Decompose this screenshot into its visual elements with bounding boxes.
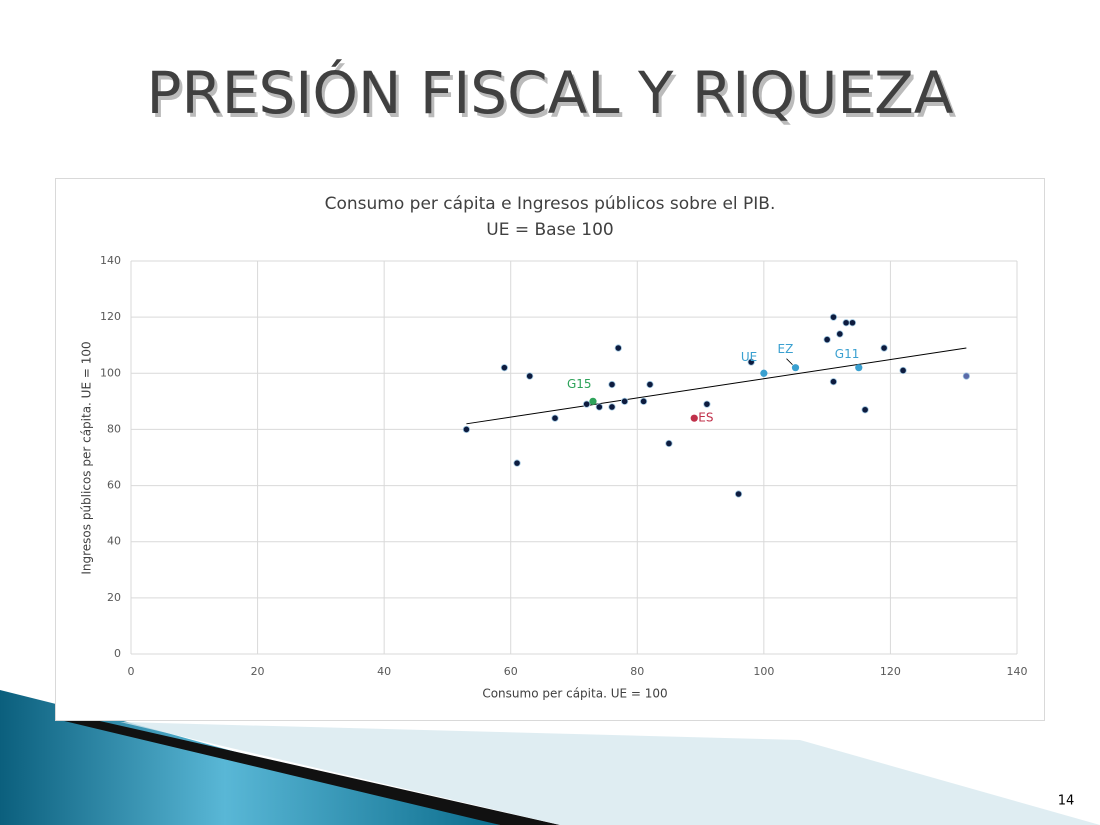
x-tick-label: 40	[377, 665, 391, 678]
x-tick-label: 80	[630, 665, 644, 678]
data-point	[962, 372, 970, 380]
y-tick-label: 100	[100, 366, 121, 379]
data-point	[880, 344, 888, 352]
leader-line	[786, 358, 793, 365]
x-tick-label: 0	[128, 665, 135, 678]
highlight-point	[690, 414, 698, 422]
data-point	[842, 319, 850, 327]
data-point	[899, 366, 907, 375]
x-tick-label: 140	[1007, 665, 1028, 678]
data-point	[462, 425, 471, 434]
point-label: G15	[567, 377, 592, 391]
decor-swoosh-light	[120, 722, 1100, 825]
y-axis-title: Ingresos públicos per cápita. UE = 100	[80, 341, 94, 574]
data-point	[829, 313, 838, 321]
data-point	[747, 358, 755, 366]
x-axis-title: Consumo per cápita. UE = 100	[482, 687, 667, 701]
highlight-point	[589, 397, 597, 405]
data-point	[861, 406, 869, 414]
x-tick-label: 60	[504, 665, 518, 678]
slide-title: PRESIÓN FISCAL Y RIQUEZA	[147, 58, 954, 127]
data-point	[836, 330, 844, 338]
point-label: EZ	[778, 342, 794, 356]
data-point	[646, 380, 654, 389]
highlight-point	[760, 369, 768, 377]
data-point	[640, 397, 648, 405]
y-tick-label: 120	[100, 310, 121, 323]
data-point	[583, 400, 591, 408]
data-point	[665, 439, 673, 448]
point-label: G11	[835, 347, 860, 361]
y-tick-label: 60	[107, 479, 121, 492]
x-tick-label: 20	[251, 665, 265, 678]
data-point	[608, 380, 616, 389]
highlight-point	[855, 364, 863, 372]
data-point	[848, 319, 857, 327]
chart-title: Consumo per cápita e Ingresos públicos s…	[325, 194, 776, 214]
data-point	[621, 397, 629, 405]
data-point	[595, 403, 603, 411]
decor-swoosh-dark	[60, 712, 560, 825]
data-point	[703, 400, 711, 408]
x-tick-label: 100	[753, 665, 774, 678]
point-label: UE	[741, 350, 757, 364]
data-point	[500, 364, 508, 372]
point-label: ES	[698, 411, 713, 425]
data-point	[551, 414, 559, 422]
y-tick-label: 20	[107, 591, 121, 604]
data-point	[614, 344, 622, 352]
title-shadow: PRESIÓN FISCAL Y RIQUEZA	[150, 62, 957, 131]
data-point	[823, 335, 831, 344]
trendline	[466, 347, 967, 425]
data-point	[829, 378, 838, 386]
chart-frame	[55, 178, 1045, 721]
data-point	[608, 403, 616, 411]
data-point	[513, 459, 521, 467]
page-number: 14	[1058, 794, 1075, 809]
x-tick-label: 120	[880, 665, 901, 678]
chart-subtitle: UE = Base 100	[486, 220, 613, 240]
y-tick-label: 140	[100, 254, 121, 267]
data-point	[734, 490, 743, 498]
highlight-point	[791, 364, 800, 372]
y-tick-label: 80	[107, 422, 121, 435]
plot-area: 0 20 40 60 80 100 120 140 0 20 40 60 80 100 120 140 G15 E…	[100, 254, 1028, 678]
y-tick-label: 40	[107, 535, 121, 548]
data-point	[526, 372, 534, 380]
y-tick-label: 0	[114, 647, 121, 660]
